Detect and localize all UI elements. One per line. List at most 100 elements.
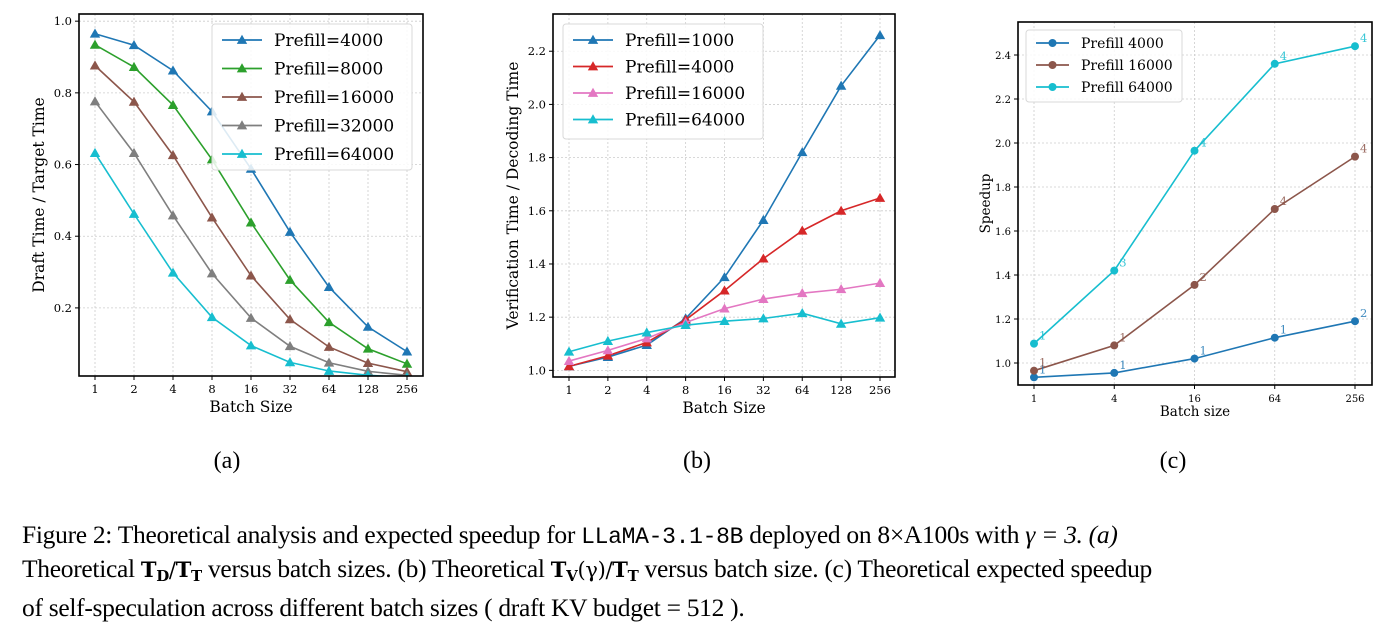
x-tick-label: 64 xyxy=(795,383,810,397)
legend-marker xyxy=(1048,61,1057,69)
x-axis-title: Batch size xyxy=(1160,404,1230,420)
plot-area xyxy=(563,30,886,371)
x-tick-label: 4 xyxy=(1111,394,1117,405)
math-td: TD/TT xyxy=(140,557,202,585)
data-point xyxy=(563,346,575,356)
legend-marker xyxy=(1048,83,1057,91)
y-tick-label: 1.6 xyxy=(528,204,546,218)
y-tick-label: 1.4 xyxy=(528,257,546,271)
data-label: 2 xyxy=(1360,306,1367,320)
data-point xyxy=(835,318,847,328)
data-point xyxy=(1270,333,1279,342)
data-point xyxy=(1110,341,1119,350)
legend-label: Prefill=1000 xyxy=(625,31,734,51)
data-label: 1 xyxy=(1119,358,1126,372)
caption-text: Theoretical xyxy=(22,554,135,583)
data-point xyxy=(364,370,372,376)
caption-model-name: LLaMA-3.1-8B xyxy=(581,524,744,550)
series-prefill-64000 xyxy=(1030,42,1359,348)
data-point xyxy=(89,39,101,49)
data-point xyxy=(1190,354,1199,363)
data-point xyxy=(284,341,296,351)
data-point xyxy=(206,312,218,322)
data-point xyxy=(1190,280,1199,289)
data-point xyxy=(680,319,691,330)
caption-text: versus batch size. (c) Theoretical expec… xyxy=(644,554,1153,583)
y-tick-label: 2.2 xyxy=(528,44,546,58)
series-prefill-64000 xyxy=(89,147,410,376)
data-label: 1 xyxy=(1200,344,1207,358)
series-prefill-16000 xyxy=(563,277,886,365)
y-tick-label: 1.0 xyxy=(995,359,1011,370)
series-line xyxy=(1033,320,1356,379)
caption-figure-label: Figure 2: xyxy=(22,520,113,549)
x-tick-label: 2 xyxy=(130,382,137,396)
data-point xyxy=(284,357,296,367)
series-prefill-32000 xyxy=(89,96,411,376)
legend-label: Prefill 4000 xyxy=(1081,36,1164,52)
data-label: 4 xyxy=(1360,142,1367,156)
x-tick-label: 32 xyxy=(756,383,771,397)
series-prefill-16000 xyxy=(1030,152,1359,375)
legend-marker xyxy=(1048,39,1057,47)
data-point xyxy=(797,147,808,157)
legend-marker xyxy=(587,34,599,44)
legend-item: Prefill=4000 xyxy=(573,58,734,78)
data-point xyxy=(404,372,410,376)
y-tick-label: 0.6 xyxy=(54,158,72,172)
data-point xyxy=(1030,366,1038,375)
data-point xyxy=(758,313,769,323)
x-tick-label: 32 xyxy=(283,382,298,396)
x-tick-label: 16 xyxy=(244,382,259,396)
data-point xyxy=(1351,317,1359,326)
data-point xyxy=(128,61,140,71)
y-tick-label: 1.6 xyxy=(995,227,1011,238)
legend-label: Prefill=4000 xyxy=(274,31,383,51)
data-label: 1 xyxy=(1039,329,1046,343)
legend-item: Prefill 4000 xyxy=(1036,36,1164,52)
data-point xyxy=(835,205,847,215)
data-point xyxy=(1030,339,1038,348)
data-point xyxy=(1110,368,1119,377)
y-tick-label: 1.0 xyxy=(54,14,72,28)
data-point xyxy=(128,147,140,157)
data-label: 1 xyxy=(1039,356,1046,370)
data-point xyxy=(602,335,614,345)
data-point xyxy=(362,343,374,353)
x-tick-label: 128 xyxy=(830,383,852,397)
subfigure-label-b: (b) xyxy=(683,448,711,474)
x-tick-label: 16 xyxy=(1188,394,1201,405)
subfigure-label-a: (a) xyxy=(213,448,241,474)
legend: Prefill=1000 Prefill=4000 Prefill=16000 Pre… xyxy=(562,23,764,140)
data-point xyxy=(641,327,652,337)
legend-label: Prefill 16000 xyxy=(1081,58,1173,74)
caption-text: of self-speculation across different bat… xyxy=(22,593,745,622)
legend-item: Prefill=1000 xyxy=(573,31,734,51)
data-point xyxy=(362,321,374,331)
data-point xyxy=(874,312,886,322)
data-point xyxy=(758,214,769,224)
data-point xyxy=(128,96,140,106)
data-point xyxy=(284,274,296,284)
x-tick-label: 16 xyxy=(717,383,732,397)
data-point xyxy=(602,345,614,355)
data-point xyxy=(719,303,730,313)
data-label: 4 xyxy=(1280,49,1287,63)
data-point xyxy=(874,277,886,288)
data-point xyxy=(719,315,730,326)
data-label: 4 xyxy=(1200,136,1207,150)
data-point xyxy=(323,365,335,375)
data-point xyxy=(167,210,179,220)
data-point xyxy=(89,96,101,106)
y-axis-title: Verification Time / Decoding Time xyxy=(504,62,522,331)
data-point xyxy=(89,60,101,70)
y-tick-label: 1.2 xyxy=(528,310,546,324)
caption-text: deployed on 8×A100s with xyxy=(749,520,1020,549)
y-tick-label: 2.0 xyxy=(995,139,1011,150)
data-point xyxy=(245,340,257,350)
chart-b: 1 2 4 8 16 32 64 128 256 1.0 1.2 1.4 1.6 1.8 2.0 2.2 Bat… xyxy=(504,13,896,417)
data-label: 1 xyxy=(1039,362,1046,376)
y-axis-title: Speedup xyxy=(978,174,994,234)
data-label: 2 xyxy=(1200,270,1207,284)
